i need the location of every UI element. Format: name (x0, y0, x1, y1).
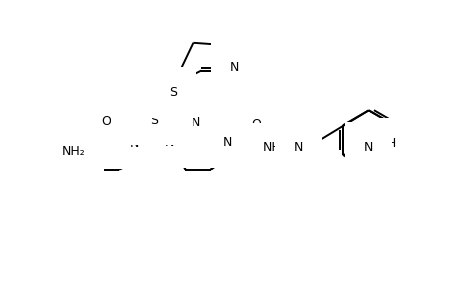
Text: N: N (190, 116, 200, 129)
Text: N: N (130, 137, 139, 150)
Text: S: S (169, 86, 177, 99)
Text: OH: OH (376, 136, 395, 150)
Text: N: N (293, 141, 302, 154)
Text: N: N (165, 136, 174, 149)
Text: O: O (251, 118, 261, 130)
Text: S: S (150, 114, 157, 127)
Text: N: N (73, 137, 82, 150)
Text: NH: NH (263, 141, 281, 154)
Text: N: N (222, 136, 231, 149)
Text: O: O (101, 115, 111, 128)
Text: NH₂: NH₂ (62, 145, 85, 158)
Text: N: N (229, 61, 238, 74)
Text: N: N (363, 140, 373, 154)
